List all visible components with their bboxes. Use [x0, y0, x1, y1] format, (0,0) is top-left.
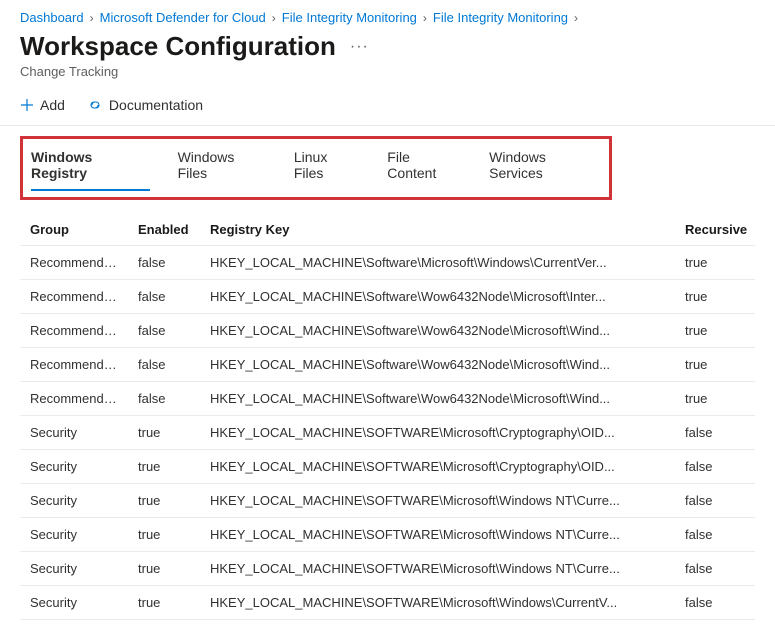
registry-table: Group Enabled Registry Key Recursive Rec…: [20, 214, 755, 620]
table-row[interactable]: SecuritytrueHKEY_LOCAL_MACHINE\SOFTWARE\…: [20, 416, 755, 450]
table-row[interactable]: SecuritytrueHKEY_LOCAL_MACHINE\SOFTWARE\…: [20, 450, 755, 484]
cell-registry-key: HKEY_LOCAL_MACHINE\SOFTWARE\Microsoft\Cr…: [200, 416, 675, 450]
cell-registry-key: HKEY_LOCAL_MACHINE\Software\Wow6432Node\…: [200, 348, 675, 382]
col-header-registry-key[interactable]: Registry Key: [200, 214, 675, 246]
cell-recursive: true: [675, 280, 755, 314]
tabs-highlight: Windows Registry Windows Files Linux Fil…: [20, 136, 612, 200]
breadcrumb: Dashboard › Microsoft Defender for Cloud…: [20, 10, 755, 25]
cell-registry-key: HKEY_LOCAL_MACHINE\Software\Wow6432Node\…: [200, 314, 675, 348]
cell-group: Security: [20, 450, 128, 484]
table-row[interactable]: SecuritytrueHKEY_LOCAL_MACHINE\SOFTWARE\…: [20, 518, 755, 552]
cell-group: Recommended: [20, 280, 128, 314]
link-icon: [87, 98, 103, 112]
table-row[interactable]: RecommendedfalseHKEY_LOCAL_MACHINE\Softw…: [20, 382, 755, 416]
cell-recursive: false: [675, 586, 755, 620]
cell-recursive: true: [675, 314, 755, 348]
cell-recursive: false: [675, 518, 755, 552]
cell-enabled: false: [128, 314, 200, 348]
documentation-button-label: Documentation: [109, 97, 203, 113]
cell-registry-key: HKEY_LOCAL_MACHINE\Software\Microsoft\Wi…: [200, 246, 675, 280]
cell-registry-key: HKEY_LOCAL_MACHINE\SOFTWARE\Microsoft\Cr…: [200, 450, 675, 484]
table-row[interactable]: SecuritytrueHKEY_LOCAL_MACHINE\SOFTWARE\…: [20, 484, 755, 518]
cell-group: Security: [20, 416, 128, 450]
cell-recursive: true: [675, 348, 755, 382]
cell-registry-key: HKEY_LOCAL_MACHINE\Software\Wow6432Node\…: [200, 280, 675, 314]
cell-registry-key: HKEY_LOCAL_MACHINE\Software\Wow6432Node\…: [200, 382, 675, 416]
toolbar: Add Documentation: [20, 97, 755, 113]
table-row[interactable]: RecommendedfalseHKEY_LOCAL_MACHINE\Softw…: [20, 246, 755, 280]
page-title: Workspace Configuration: [20, 31, 336, 62]
col-header-enabled[interactable]: Enabled: [128, 214, 200, 246]
documentation-button[interactable]: Documentation: [87, 97, 203, 113]
cell-recursive: false: [675, 416, 755, 450]
cell-group: Recommended: [20, 314, 128, 348]
table-row[interactable]: SecuritytrueHKEY_LOCAL_MACHINE\SOFTWARE\…: [20, 552, 755, 586]
table-row[interactable]: RecommendedfalseHKEY_LOCAL_MACHINE\Softw…: [20, 314, 755, 348]
divider: [0, 125, 775, 126]
cell-enabled: true: [128, 450, 200, 484]
cell-group: Security: [20, 552, 128, 586]
table-row[interactable]: SecuritytrueHKEY_LOCAL_MACHINE\SOFTWARE\…: [20, 586, 755, 620]
tab-windows-registry[interactable]: Windows Registry: [31, 149, 150, 191]
cell-enabled: true: [128, 586, 200, 620]
cell-enabled: true: [128, 518, 200, 552]
cell-group: Security: [20, 518, 128, 552]
breadcrumb-item[interactable]: File Integrity Monitoring: [433, 10, 568, 25]
cell-recursive: true: [675, 246, 755, 280]
cell-enabled: false: [128, 280, 200, 314]
more-icon[interactable]: ···: [350, 38, 369, 56]
cell-registry-key: HKEY_LOCAL_MACHINE\SOFTWARE\Microsoft\Wi…: [200, 518, 675, 552]
cell-recursive: true: [675, 382, 755, 416]
cell-registry-key: HKEY_LOCAL_MACHINE\SOFTWARE\Microsoft\Wi…: [200, 484, 675, 518]
cell-enabled: false: [128, 382, 200, 416]
chevron-right-icon: ›: [90, 11, 94, 25]
cell-group: Security: [20, 586, 128, 620]
table-row[interactable]: RecommendedfalseHKEY_LOCAL_MACHINE\Softw…: [20, 348, 755, 382]
tab-linux-files[interactable]: Linux Files: [294, 149, 359, 191]
cell-registry-key: HKEY_LOCAL_MACHINE\SOFTWARE\Microsoft\Wi…: [200, 552, 675, 586]
cell-registry-key: HKEY_LOCAL_MACHINE\SOFTWARE\Microsoft\Wi…: [200, 586, 675, 620]
add-button[interactable]: Add: [20, 97, 65, 113]
cell-enabled: true: [128, 552, 200, 586]
add-button-label: Add: [40, 97, 65, 113]
cell-recursive: false: [675, 552, 755, 586]
table-row[interactable]: RecommendedfalseHKEY_LOCAL_MACHINE\Softw…: [20, 280, 755, 314]
chevron-right-icon: ›: [272, 11, 276, 25]
chevron-right-icon: ›: [574, 11, 578, 25]
col-header-recursive[interactable]: Recursive: [675, 214, 755, 246]
cell-enabled: true: [128, 484, 200, 518]
cell-group: Security: [20, 484, 128, 518]
breadcrumb-item[interactable]: Microsoft Defender for Cloud: [100, 10, 266, 25]
cell-group: Recommended: [20, 246, 128, 280]
cell-recursive: false: [675, 450, 755, 484]
tab-file-content[interactable]: File Content: [387, 149, 461, 191]
cell-group: Recommended: [20, 382, 128, 416]
cell-recursive: false: [675, 484, 755, 518]
page-subtitle: Change Tracking: [20, 64, 755, 79]
cell-enabled: true: [128, 416, 200, 450]
col-header-group[interactable]: Group: [20, 214, 128, 246]
cell-enabled: false: [128, 348, 200, 382]
tab-windows-files[interactable]: Windows Files: [178, 149, 266, 191]
cell-enabled: false: [128, 246, 200, 280]
cell-group: Recommended: [20, 348, 128, 382]
breadcrumb-item[interactable]: File Integrity Monitoring: [282, 10, 417, 25]
tab-windows-services[interactable]: Windows Services: [489, 149, 601, 191]
breadcrumb-item[interactable]: Dashboard: [20, 10, 84, 25]
plus-icon: [20, 98, 34, 112]
chevron-right-icon: ›: [423, 11, 427, 25]
